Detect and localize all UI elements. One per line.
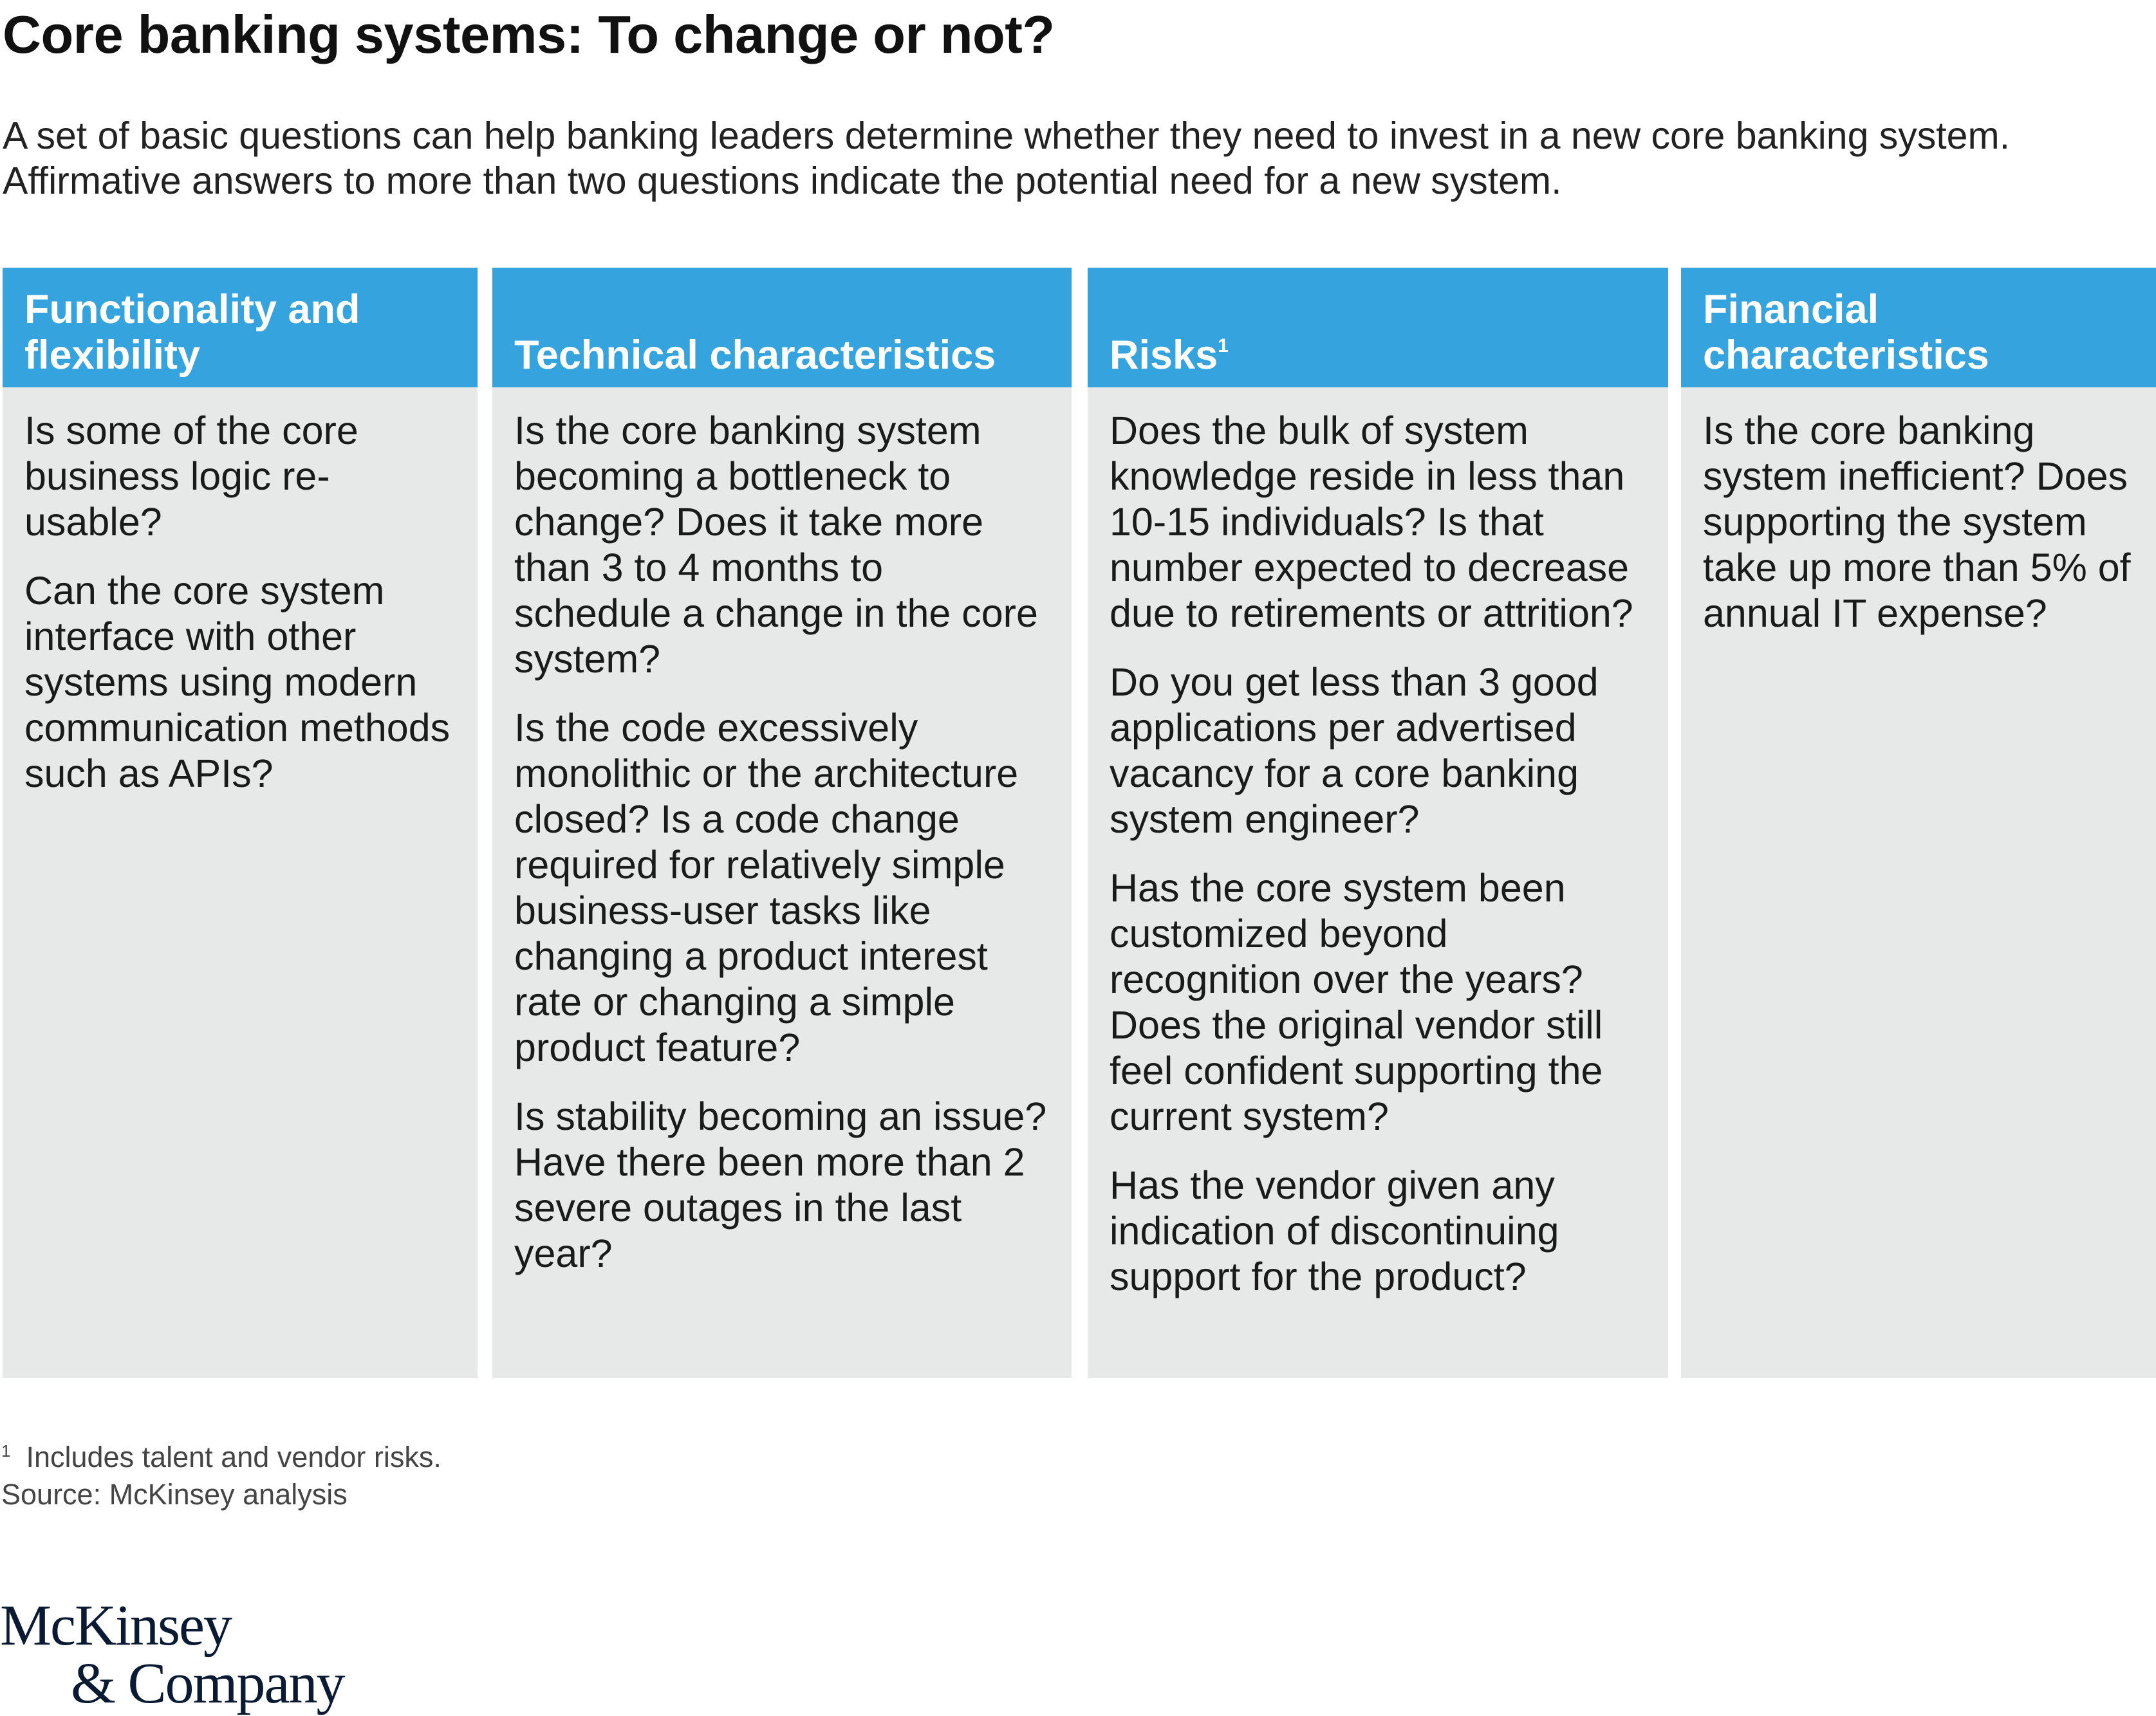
column-title: Technical characteristics bbox=[514, 333, 996, 378]
footnote: 1 Includes talent and vendor risks. Sourc… bbox=[1, 1439, 441, 1513]
footnote-marker: 1 bbox=[1, 1441, 11, 1461]
footnote-text: Includes talent and vendor risks. bbox=[26, 1441, 441, 1473]
question: Does the bulk of system knowledge reside… bbox=[1110, 409, 1633, 635]
question: Is some of the core business logic re-us… bbox=[24, 409, 358, 544]
column-technical: Technical characteristics Is the core ba… bbox=[492, 268, 1072, 1378]
column-header-technical: Technical characteristics bbox=[492, 268, 1072, 387]
column-body: Is the core banking system becoming a bo… bbox=[492, 387, 1072, 1277]
logo-line-1: McKinsey bbox=[0, 1594, 232, 1657]
column-body: Is the core banking system inefficient? … bbox=[1681, 387, 2156, 636]
question: Is the core banking system becoming a bo… bbox=[514, 409, 1038, 681]
column-header-functionality: Functionality and flexibility bbox=[3, 268, 478, 387]
column-header-risks: Risks1 bbox=[1088, 268, 1668, 387]
column-header-financial: Financial characteristics bbox=[1681, 268, 2156, 387]
question: Has the vendor given any indication of d… bbox=[1110, 1163, 1559, 1298]
question: Is stability becoming an issue? Have the… bbox=[514, 1094, 1047, 1275]
footnote-marker: 1 bbox=[1218, 335, 1229, 356]
question: Do you get less than 3 good applications… bbox=[1110, 660, 1599, 841]
question: Can the core system interface with other… bbox=[24, 569, 451, 795]
question: Is the core banking system inefficient? … bbox=[1703, 409, 2131, 635]
footnote-line: 1 Includes talent and vendor risks. bbox=[1, 1439, 441, 1476]
logo-line-2: & Company bbox=[71, 1652, 345, 1715]
column-title: Financial characteristics bbox=[1703, 287, 1989, 378]
question: Is the code excessively monolithic or th… bbox=[514, 706, 1019, 1069]
column-body: Does the bulk of system knowledge reside… bbox=[1088, 387, 1668, 1300]
column-risks: Risks1 Does the bulk of system knowledge… bbox=[1088, 268, 1668, 1378]
source-line: Source: McKinsey analysis bbox=[1, 1478, 348, 1511]
subtitle-line-1: A set of basic questions can help bankin… bbox=[3, 115, 2011, 157]
column-functionality: Functionality and flexibility Is some of… bbox=[3, 268, 478, 1378]
column-title: Risks1 bbox=[1110, 333, 1229, 378]
column-body: Is some of the core business logic re-us… bbox=[3, 387, 478, 797]
question: Has the core system been customized beyo… bbox=[1110, 866, 1603, 1138]
column-title: Functionality and flexibility bbox=[24, 287, 360, 378]
subtitle-line-2: Affirmative answers to more than two que… bbox=[3, 160, 1562, 202]
page-title: Core banking systems: To change or not? bbox=[3, 5, 1055, 64]
subtitle: A set of basic questions can help bankin… bbox=[3, 113, 2146, 203]
column-financial: Financial characteristics Is the core ba… bbox=[1681, 268, 2156, 1378]
mckinsey-logo: McKinsey & Company bbox=[0, 1594, 345, 1715]
